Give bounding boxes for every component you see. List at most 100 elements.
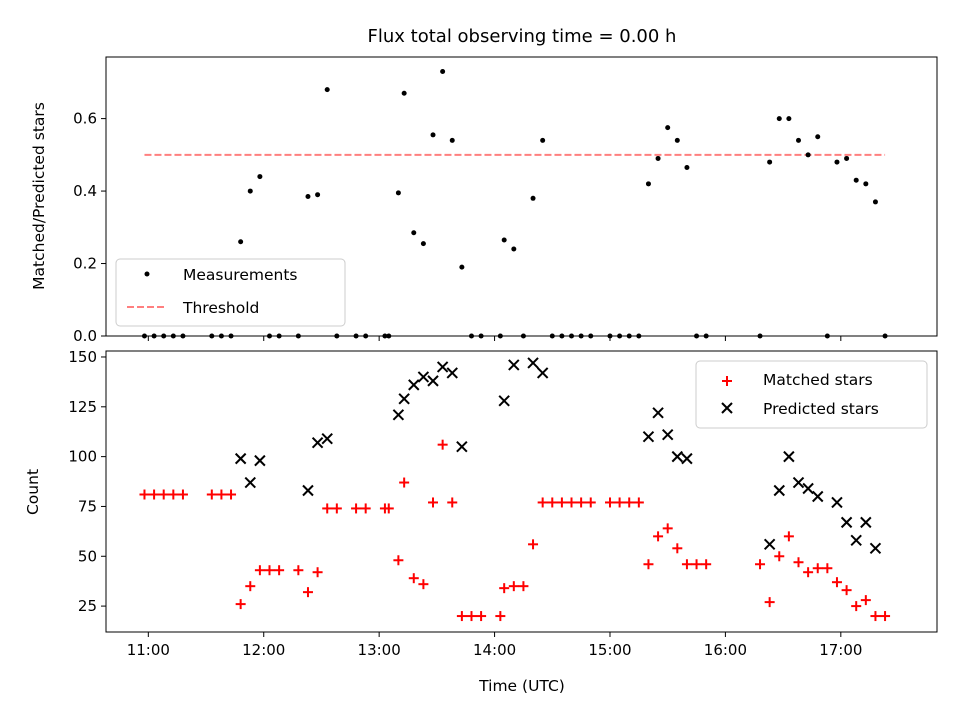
matched-point: [547, 497, 558, 508]
measurement-point: [401, 90, 407, 96]
matched-point: [576, 497, 587, 508]
matched-point: [408, 573, 419, 584]
matched-point: [653, 531, 664, 542]
predicted-point: [792, 476, 805, 489]
measurement-point: [674, 137, 680, 143]
predicted-point: [508, 359, 520, 371]
predicted-point: [436, 361, 449, 373]
ratio-y-axis-label: Matched/Predicted stars: [30, 102, 48, 290]
measurement-point: [767, 159, 773, 165]
matched-point: [643, 559, 654, 570]
matched-point: [851, 601, 862, 612]
x-tick-label: 17:00: [819, 641, 862, 659]
matched-point: [662, 523, 673, 534]
matched-point: [456, 611, 467, 622]
matched-point: [495, 611, 506, 622]
measurement-point: [257, 174, 263, 180]
measurement-point: [776, 116, 782, 122]
matched-point: [312, 567, 323, 578]
matched-point: [499, 583, 510, 594]
predicted-point: [802, 482, 814, 495]
measurement-point: [315, 192, 321, 198]
measurement-point: [665, 125, 671, 131]
measurement-point: [305, 194, 311, 199]
matched-point: [293, 565, 304, 576]
chart-title: Flux total observing time = 0.00 h: [368, 26, 677, 47]
measurement-point: [238, 239, 244, 245]
matched-point: [614, 497, 625, 508]
measurement-point: [395, 190, 401, 196]
measurement-point: [324, 87, 330, 93]
legend-measurements-label: Measurements: [183, 266, 298, 284]
matched-point: [476, 611, 487, 622]
count-y-tick-label: 125: [68, 398, 97, 416]
matched-point: [774, 551, 785, 562]
matched-point: [351, 503, 362, 514]
measurement-point: [411, 230, 417, 236]
count-data-layer: [139, 357, 891, 622]
predicted-point: [850, 534, 862, 547]
matched-point: [822, 563, 833, 574]
ratio-x-ticks: [147, 336, 842, 341]
measurement-point: [540, 137, 546, 143]
x-axis-label: Time (UTC): [478, 677, 565, 695]
predicted-point: [302, 484, 314, 497]
measurement-point: [440, 68, 446, 74]
measurement-point: [655, 155, 661, 161]
legend-matched-label: Matched stars: [763, 371, 873, 389]
count-y-tick-label: 75: [78, 497, 97, 515]
predicted-point: [812, 490, 824, 503]
predicted-point: [860, 516, 872, 529]
count-y-tick-label: 50: [78, 547, 97, 565]
ratio-y-ticks: 0.0 0.2 0.4 0.6: [73, 110, 106, 345]
count-axes-frame: [105, 350, 938, 633]
predicted-point: [536, 367, 549, 379]
x-tick-label: 14:00: [473, 641, 516, 659]
measurement-point: [834, 159, 840, 165]
matched-point: [812, 563, 823, 574]
predicted-point: [417, 371, 430, 383]
matched-point: [672, 543, 683, 554]
predicted-point: [392, 409, 405, 421]
matched-point: [537, 497, 548, 508]
matched-point: [149, 489, 160, 500]
predicted-point: [869, 542, 882, 555]
predicted-point: [234, 452, 247, 465]
predicted-point: [527, 357, 539, 369]
count-x-ticks: 11:00 12:00 13:00 14:00 15:00 16:00 17:00: [127, 632, 862, 659]
matched-point: [585, 497, 596, 508]
matched-point: [518, 581, 529, 592]
legend-predicted-label: Predicted stars: [763, 400, 879, 418]
predicted-point: [498, 395, 510, 407]
matched-point: [691, 559, 702, 570]
matched-point: [803, 567, 814, 578]
matched-point: [437, 439, 448, 450]
ratio-y-tick-label: 0.0: [73, 327, 97, 345]
matched-point: [755, 559, 766, 570]
predicted-point: [456, 440, 468, 453]
predicted-point: [408, 379, 420, 391]
matched-point: [624, 497, 635, 508]
matched-point: [158, 489, 169, 500]
matched-point: [245, 581, 256, 592]
matched-point: [841, 585, 852, 596]
x-tick-label: 16:00: [704, 641, 747, 659]
matched-point: [235, 599, 246, 610]
predicted-point: [254, 454, 266, 467]
count-legend: Matched stars Predicted stars: [695, 360, 928, 429]
legend-matched-marker: [722, 376, 732, 386]
predicted-point: [311, 436, 324, 449]
measurement-point: [815, 134, 821, 140]
matched-point: [764, 597, 775, 608]
matched-point: [331, 503, 342, 514]
measurement-point: [530, 195, 536, 201]
measurement-point: [853, 177, 859, 183]
count-y-tick-label: 25: [78, 597, 97, 615]
measurement-point: [863, 181, 869, 187]
matched-point: [322, 503, 333, 514]
predicted-point: [652, 407, 664, 419]
predicted-point: [681, 452, 693, 465]
predicted-point: [763, 538, 776, 551]
